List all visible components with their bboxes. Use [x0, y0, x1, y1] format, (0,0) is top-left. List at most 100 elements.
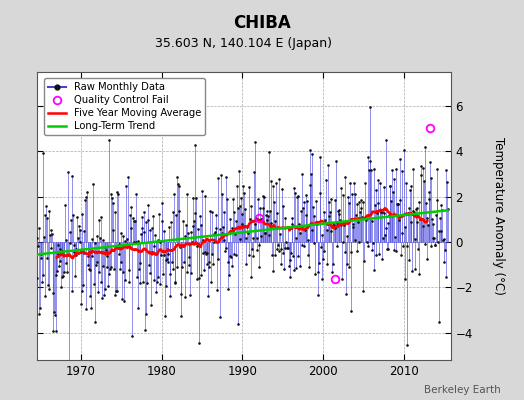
- Point: [35, 311, 43, 317]
- Point: [70, 242, 79, 248]
- Point: [102, 247, 110, 253]
- Point: [339, 192, 347, 198]
- Point: [112, 288, 120, 294]
- Point: [355, 239, 364, 246]
- Point: [400, 224, 409, 230]
- Point: [441, 274, 450, 280]
- Point: [75, 227, 84, 234]
- Point: [371, 202, 379, 208]
- Point: [271, 251, 280, 258]
- Point: [42, 254, 51, 261]
- Point: [309, 204, 317, 210]
- Point: [78, 288, 86, 294]
- Point: [39, 272, 48, 278]
- Point: [247, 274, 255, 280]
- Point: [168, 209, 177, 215]
- Point: [255, 264, 264, 270]
- Point: [223, 286, 232, 293]
- Point: [220, 208, 228, 215]
- Point: [232, 252, 240, 258]
- Point: [409, 208, 418, 214]
- Point: [393, 200, 401, 207]
- Point: [340, 222, 348, 228]
- Point: [96, 235, 104, 241]
- Point: [208, 208, 216, 215]
- Point: [260, 230, 269, 236]
- Point: [436, 202, 445, 208]
- Point: [210, 231, 219, 238]
- Point: [48, 231, 57, 238]
- Point: [287, 249, 295, 256]
- Point: [36, 305, 44, 311]
- Point: [194, 226, 202, 232]
- Point: [386, 183, 395, 189]
- Point: [133, 274, 141, 280]
- Point: [394, 201, 402, 207]
- Point: [47, 245, 55, 251]
- Point: [205, 264, 214, 270]
- Point: [62, 260, 70, 266]
- Point: [71, 245, 80, 252]
- Point: [325, 213, 333, 219]
- Point: [252, 214, 260, 221]
- Point: [413, 205, 421, 212]
- Point: [402, 180, 410, 186]
- Point: [205, 259, 213, 265]
- Point: [391, 234, 399, 240]
- Point: [199, 236, 207, 243]
- Point: [405, 204, 413, 211]
- Point: [372, 252, 380, 259]
- Point: [253, 246, 261, 253]
- Point: [51, 327, 60, 334]
- Point: [233, 183, 241, 189]
- Point: [375, 251, 383, 257]
- Point: [221, 248, 229, 255]
- Point: [191, 142, 199, 148]
- Point: [341, 249, 349, 256]
- Point: [53, 250, 62, 257]
- Point: [110, 266, 118, 272]
- Point: [214, 175, 222, 181]
- Point: [290, 266, 299, 273]
- Point: [348, 191, 356, 197]
- Point: [161, 313, 169, 320]
- Point: [201, 249, 210, 255]
- Point: [172, 174, 181, 180]
- Point: [89, 181, 97, 187]
- Point: [324, 199, 333, 205]
- Point: [216, 226, 224, 232]
- Point: [65, 358, 73, 365]
- Point: [237, 211, 246, 218]
- Point: [213, 287, 221, 293]
- Point: [388, 212, 397, 218]
- Point: [264, 212, 272, 219]
- Point: [67, 217, 75, 224]
- Point: [162, 257, 171, 264]
- Point: [135, 260, 144, 266]
- Point: [191, 210, 200, 216]
- Point: [95, 216, 103, 223]
- Point: [118, 269, 127, 275]
- Y-axis label: Temperature Anomaly (°C): Temperature Anomaly (°C): [493, 137, 505, 295]
- Point: [319, 256, 328, 262]
- Title: 35.603 N, 140.104 E (Japan): 35.603 N, 140.104 E (Japan): [155, 37, 332, 50]
- Point: [144, 216, 152, 223]
- Point: [349, 220, 357, 227]
- Point: [439, 237, 447, 244]
- Point: [327, 195, 335, 202]
- Point: [344, 194, 352, 200]
- Point: [417, 172, 425, 179]
- Point: [123, 236, 131, 242]
- Point: [129, 218, 138, 224]
- Point: [212, 225, 221, 231]
- Point: [101, 244, 110, 250]
- Point: [217, 172, 225, 178]
- Point: [90, 280, 98, 287]
- Point: [442, 167, 451, 173]
- Point: [286, 257, 294, 264]
- Point: [293, 194, 301, 201]
- Point: [118, 295, 126, 302]
- Point: [133, 305, 141, 312]
- Point: [369, 266, 378, 273]
- Point: [438, 228, 446, 234]
